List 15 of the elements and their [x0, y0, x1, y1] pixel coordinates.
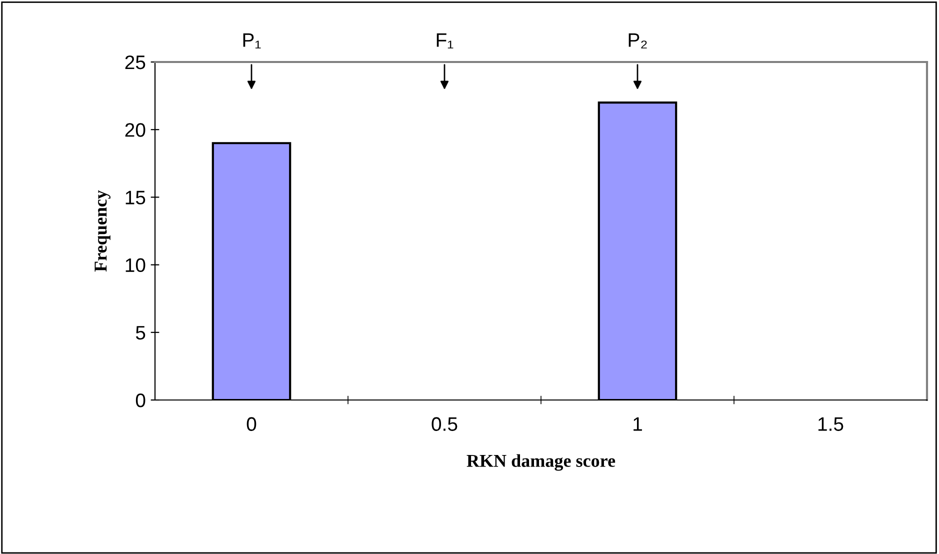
x-axis-title: RKN damage score — [466, 454, 616, 471]
text: F₁ — [436, 33, 454, 48]
x-tick-label: 0.5 — [432, 417, 458, 431]
x-tick-label: 1.5 — [818, 417, 844, 431]
y-tick-label: 5 — [136, 326, 146, 340]
y-tick-label: 25 — [125, 55, 146, 70]
x-tick-label: 1 — [634, 417, 642, 431]
y-tick-label: 0 — [136, 393, 146, 408]
text: P₂ — [628, 33, 647, 48]
y-axis-title: Frequency — [94, 190, 110, 272]
text: P₁ — [243, 33, 261, 48]
y-tick-label: 20 — [125, 123, 146, 137]
y-tick-label: 10 — [126, 258, 146, 272]
x-tick-label: 0 — [246, 417, 256, 431]
y-tick-label: 15 — [126, 190, 146, 204]
